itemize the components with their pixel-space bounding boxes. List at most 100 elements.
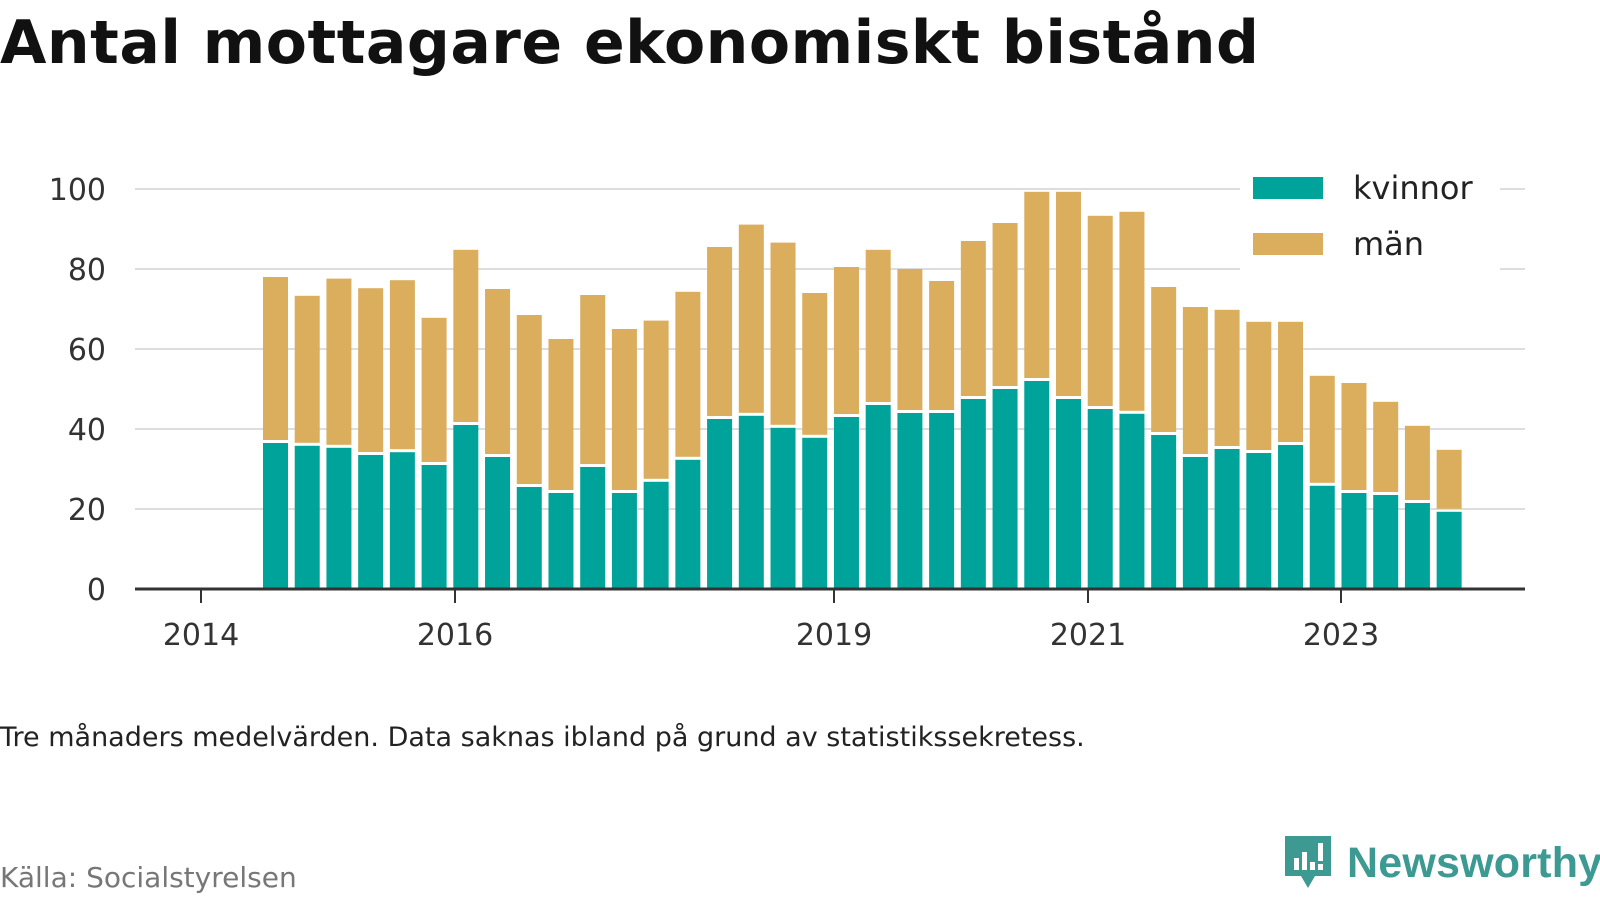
bar-kvinnor [1056,399,1081,589]
bar-man [389,280,415,450]
bar-kvinnor [421,465,447,589]
bar-kvinnor [1214,449,1240,589]
x-axis: 2014 2016 2019 2021 2023 [135,587,1525,653]
x-tick-label: 2019 [796,618,872,653]
stacked-bar-chart: 0 20 40 60 80 100 2014 2016 2019 2021 2023 kvinno… [48,165,1525,653]
bar-kvinnor [770,427,796,589]
logo-text: Newsworthy [1347,838,1600,887]
bar-man [929,281,955,410]
bar-kvinnor [358,455,384,589]
bar-kvinnor [643,481,669,589]
bar-man [1373,401,1399,492]
x-tick-label: 2021 [1050,618,1126,653]
legend-swatch [1253,177,1323,199]
bar-kvinnor [1182,457,1208,589]
bar-kvinnor [294,445,320,589]
bar-kvinnor [1373,495,1399,589]
y-tick-label: 40 [68,413,106,448]
bar-man [1246,321,1272,450]
bar-kvinnor [738,415,764,589]
bar-kvinnor [1309,485,1335,589]
bar-man [358,288,384,452]
bar-kvinnor [453,425,479,589]
bar-man [580,295,606,464]
y-tick-label: 100 [49,173,106,208]
bar-man [1024,191,1050,378]
bar-man [960,241,986,396]
bar-kvinnor [1246,453,1272,589]
bar-man [802,293,828,435]
bar-kvinnor [548,493,574,589]
bar-kvinnor [1024,381,1050,589]
bar-man [1214,309,1240,446]
bar-man [1119,211,1145,411]
bar-kvinnor [580,467,606,589]
bar-kvinnor [485,457,511,589]
bar-kvinnor [1151,435,1177,589]
bar-man [326,278,352,445]
bar-man [897,269,923,410]
y-tick-label: 20 [68,493,106,528]
bar-man [738,224,764,413]
bar-kvinnor [897,413,923,589]
bar-kvinnor [960,399,986,589]
bar-kvinnor [929,413,955,589]
bar-kvinnor [1278,445,1304,589]
bar-man [770,242,796,425]
legend-label: män [1353,225,1424,263]
bar-kvinnor [1341,493,1367,589]
y-tick-label: 60 [68,333,106,368]
bar-man [992,223,1018,386]
bar-kvinnor [1119,413,1145,589]
y-axis-ticks: 0 20 40 60 80 100 [49,173,106,608]
bar-man [675,291,701,457]
bar-kvinnor [389,452,415,589]
bar-man [263,277,288,440]
bars [263,191,1462,589]
x-tick-label: 2014 [163,618,239,653]
bar-kvinnor [833,417,859,589]
source-credit: Källa: Socialstyrelsen [0,861,297,894]
bar-man [833,267,859,414]
legend: kvinnor män [1240,165,1500,270]
legend-label: kvinnor [1353,169,1474,207]
y-tick-label: 80 [68,253,106,288]
bar-kvinnor [675,459,701,589]
bar-kvinnor [992,389,1018,589]
y-tick-label: 0 [87,573,106,608]
bar-man [611,329,637,490]
bar-man [485,289,511,454]
bar-man [1278,321,1304,442]
bar-man [1151,287,1177,432]
bar-man [643,320,669,479]
bar-kvinnor [707,419,733,589]
chart-title: Antal mottagare ekonomiskt bistånd [0,8,1260,78]
newsworthy-logo: Newsworthy [1285,836,1600,890]
bar-man [1341,383,1367,490]
bar-kvinnor [802,437,828,589]
chart-footnote: Tre månaders medelvärden. Data saknas ib… [0,722,1085,753]
bar-man [1087,215,1113,406]
bar-man [421,317,447,462]
bar-kvinnor [865,405,891,589]
bar-kvinnor [1087,409,1113,589]
bar-man [453,249,479,422]
bar-kvinnor [1404,503,1430,589]
bar-kvinnor [1436,511,1462,589]
bar-man [1309,375,1335,483]
bar-man [1404,425,1430,500]
bar-man [707,247,733,416]
bar-man [516,315,542,484]
bar-kvinnor [611,493,637,589]
x-tick-label: 2023 [1303,618,1379,653]
chart-bubble-icon [1285,836,1331,888]
bar-kvinnor [326,447,352,589]
x-tick-label: 2016 [417,618,493,653]
legend-swatch [1253,233,1323,255]
bar-man [1436,449,1462,509]
bar-man [1182,307,1208,454]
bar-kvinnor [263,443,288,589]
bar-man [1056,191,1081,396]
bar-man [865,249,891,402]
bar-man [294,295,320,443]
